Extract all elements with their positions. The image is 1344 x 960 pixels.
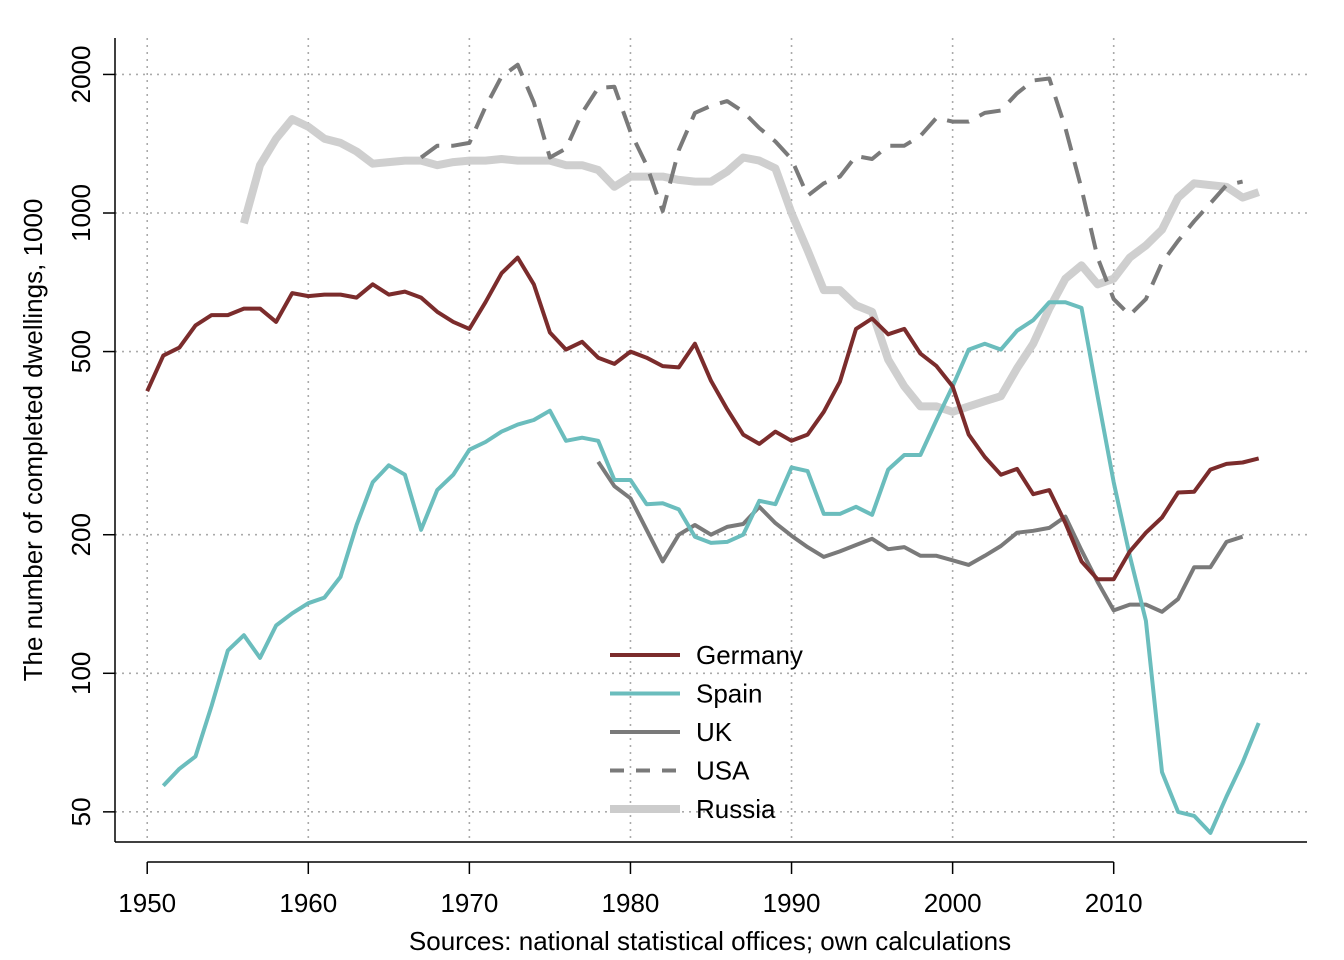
legend-label-germany: Germany — [696, 640, 803, 670]
series-line-uk — [596, 460, 1244, 614]
legend-label-uk: UK — [696, 717, 733, 747]
x-tick-label: 1950 — [118, 888, 176, 918]
legend-label-russia: Russia — [696, 794, 776, 824]
y-tick-label: 500 — [66, 330, 96, 373]
y-tick-label: 200 — [66, 513, 96, 556]
x-tick-label: 1960 — [279, 888, 337, 918]
y-axis-title: The number of completed dwellings, 1000 — [18, 199, 48, 682]
y-tick-label: 100 — [66, 652, 96, 695]
y-tick-label: 2000 — [66, 46, 96, 104]
x-tick-label: 1980 — [602, 888, 660, 918]
x-tick-label: 1970 — [440, 888, 498, 918]
y-tick-label: 1000 — [66, 184, 96, 242]
legend-label-usa: USA — [696, 756, 750, 786]
series-line-germany — [145, 255, 1260, 582]
legend: Germany Spain UK USA Russia — [610, 640, 803, 824]
series-line-russia — [240, 115, 1260, 416]
legend-label-spain: Spain — [696, 679, 763, 709]
axes: 1950 1960 1970 1980 1990 2000 2010 50 100 200 500 1… — [66, 38, 1307, 918]
series-line-usa — [419, 62, 1244, 318]
x-tick-label: 1990 — [763, 888, 821, 918]
series-lines — [145, 62, 1261, 835]
series-line-spain — [161, 300, 1261, 835]
x-tick-label: 2000 — [924, 888, 982, 918]
x-axis-title: Sources: national statistical offices; o… — [409, 926, 1011, 956]
x-tick-label: 2010 — [1085, 888, 1143, 918]
y-tick-label: 50 — [66, 797, 96, 826]
